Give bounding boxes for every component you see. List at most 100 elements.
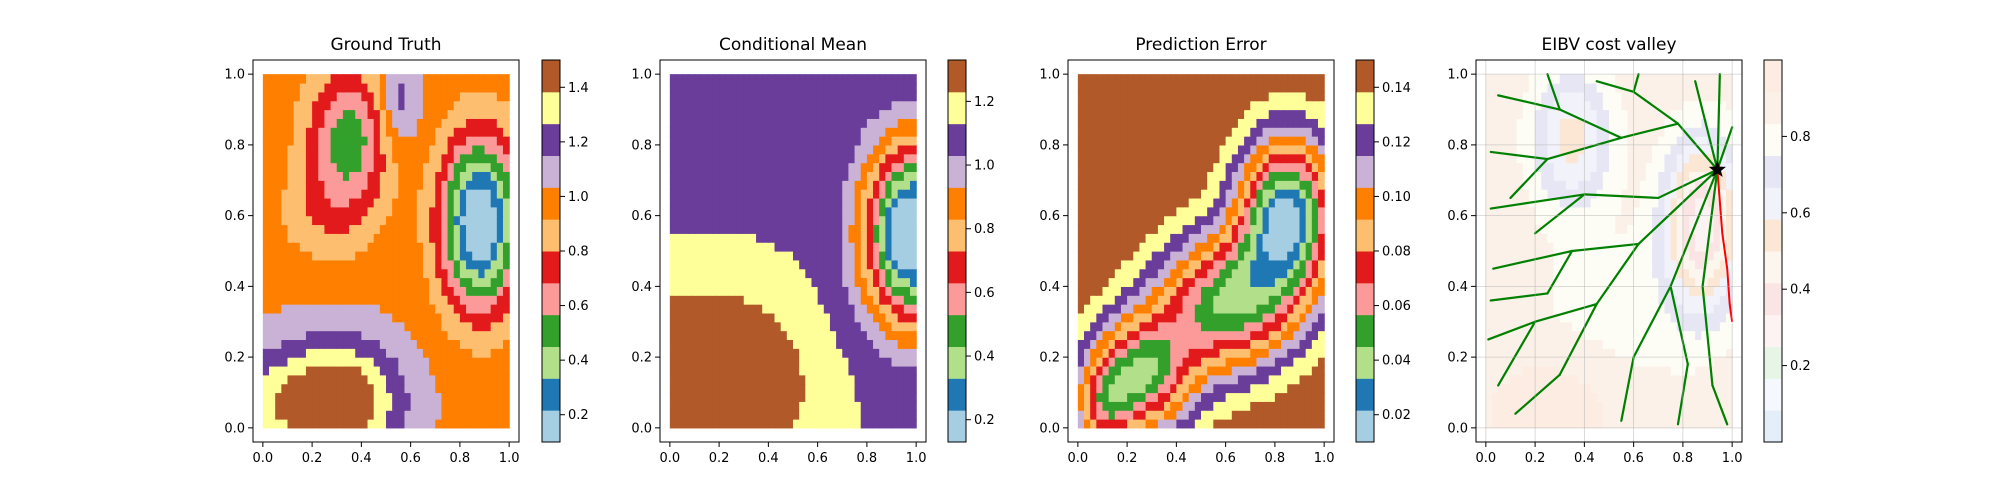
field-cell (1305, 410, 1313, 420)
field-cell (1262, 312, 1270, 323)
field-cell (1299, 189, 1307, 199)
field-cell (1084, 242, 1091, 252)
field-cell (669, 277, 677, 287)
field-cell (1311, 127, 1319, 137)
subplot-title: EIBV cost valley (1541, 35, 1676, 55)
field-cell (293, 144, 301, 155)
field-cell (749, 383, 757, 394)
colorbar-tick-label: 0.8 (568, 245, 589, 260)
field-cell (496, 259, 504, 270)
field-cell (712, 162, 720, 173)
field-cell (312, 82, 319, 93)
field-cell (1225, 251, 1233, 261)
field-cell (1201, 153, 1208, 164)
field-cell (811, 339, 819, 349)
field-cell (416, 242, 424, 252)
field-cell (490, 162, 498, 173)
field-cell (836, 215, 843, 226)
field-cell (361, 348, 369, 358)
field-cell (373, 321, 381, 332)
field-cell (349, 374, 356, 385)
field-cell (472, 242, 479, 252)
field-cell (435, 206, 443, 217)
field-cell (1219, 91, 1227, 102)
field-cell (342, 392, 350, 402)
field-cell (1311, 419, 1319, 429)
field-cell (472, 312, 479, 323)
field-cell (873, 339, 880, 349)
field-cell (392, 144, 399, 155)
field-cell (903, 374, 911, 385)
field-cell (909, 215, 917, 226)
field-cell (1213, 365, 1221, 376)
field-cell (829, 374, 837, 385)
field-cell (1262, 74, 1270, 84)
field-cell (287, 118, 295, 128)
field-cell (873, 357, 880, 367)
field-cell (349, 189, 356, 199)
field-cell (1145, 401, 1153, 411)
field-cell (774, 82, 782, 93)
field-cell (1114, 330, 1122, 341)
field-cell (1164, 136, 1171, 146)
field-cell (1256, 259, 1264, 270)
field-cell (1237, 215, 1245, 226)
field-cell (1262, 100, 1270, 111)
field-cell (453, 153, 461, 164)
field-cell (1311, 233, 1319, 243)
field-cell (1108, 268, 1116, 279)
field-cell (1274, 91, 1282, 102)
field-cell (737, 401, 745, 411)
field-cell (743, 383, 751, 394)
field-cell (829, 215, 837, 226)
field-cell (281, 383, 289, 394)
field-cell (1188, 206, 1196, 217)
field-cell (793, 109, 800, 119)
field-cell (1133, 383, 1141, 394)
field-cell (1262, 383, 1270, 394)
field-cell (1207, 321, 1214, 332)
field-cell (336, 348, 344, 358)
field-cell (392, 189, 399, 199)
field-cell (1311, 365, 1319, 376)
field-cell (1225, 100, 1233, 111)
field-cell (762, 295, 769, 305)
field-cell (305, 171, 313, 181)
field-cell (1194, 215, 1202, 226)
field-cell (281, 189, 289, 199)
field-cell (909, 419, 917, 429)
field-cell (490, 374, 498, 385)
field-cell (1201, 127, 1208, 137)
field-cell (811, 206, 819, 217)
field-cell (398, 304, 406, 314)
field-cell (1164, 383, 1171, 394)
field-cell (1114, 357, 1122, 367)
field-cell (756, 100, 763, 111)
field-cell (379, 82, 387, 93)
field-cell (342, 259, 350, 270)
field-cell (817, 339, 825, 349)
field-cell (269, 365, 276, 376)
field-cell (466, 162, 473, 173)
field-cell (478, 233, 486, 243)
field-cell (1090, 180, 1097, 190)
colorbar-tick-label: 0.2 (568, 408, 589, 423)
field-cell (336, 374, 344, 385)
field-cell (324, 144, 332, 155)
colorbar: 0.20.40.60.81.01.21.4 (541, 59, 589, 443)
field-cell (1090, 215, 1097, 226)
field-cell (866, 312, 874, 323)
field-cell (429, 189, 436, 199)
field-cell (860, 286, 868, 296)
field-cell (1151, 109, 1159, 119)
field-cell (459, 136, 467, 146)
field-cell (909, 365, 917, 376)
field-cell (836, 82, 843, 93)
field-cell (712, 118, 720, 128)
field-cell (490, 242, 498, 252)
field-cell (349, 91, 356, 102)
field-cell (1311, 374, 1319, 385)
field-cell (1274, 197, 1282, 208)
field-cell (472, 268, 479, 279)
field-cell (1207, 215, 1214, 226)
